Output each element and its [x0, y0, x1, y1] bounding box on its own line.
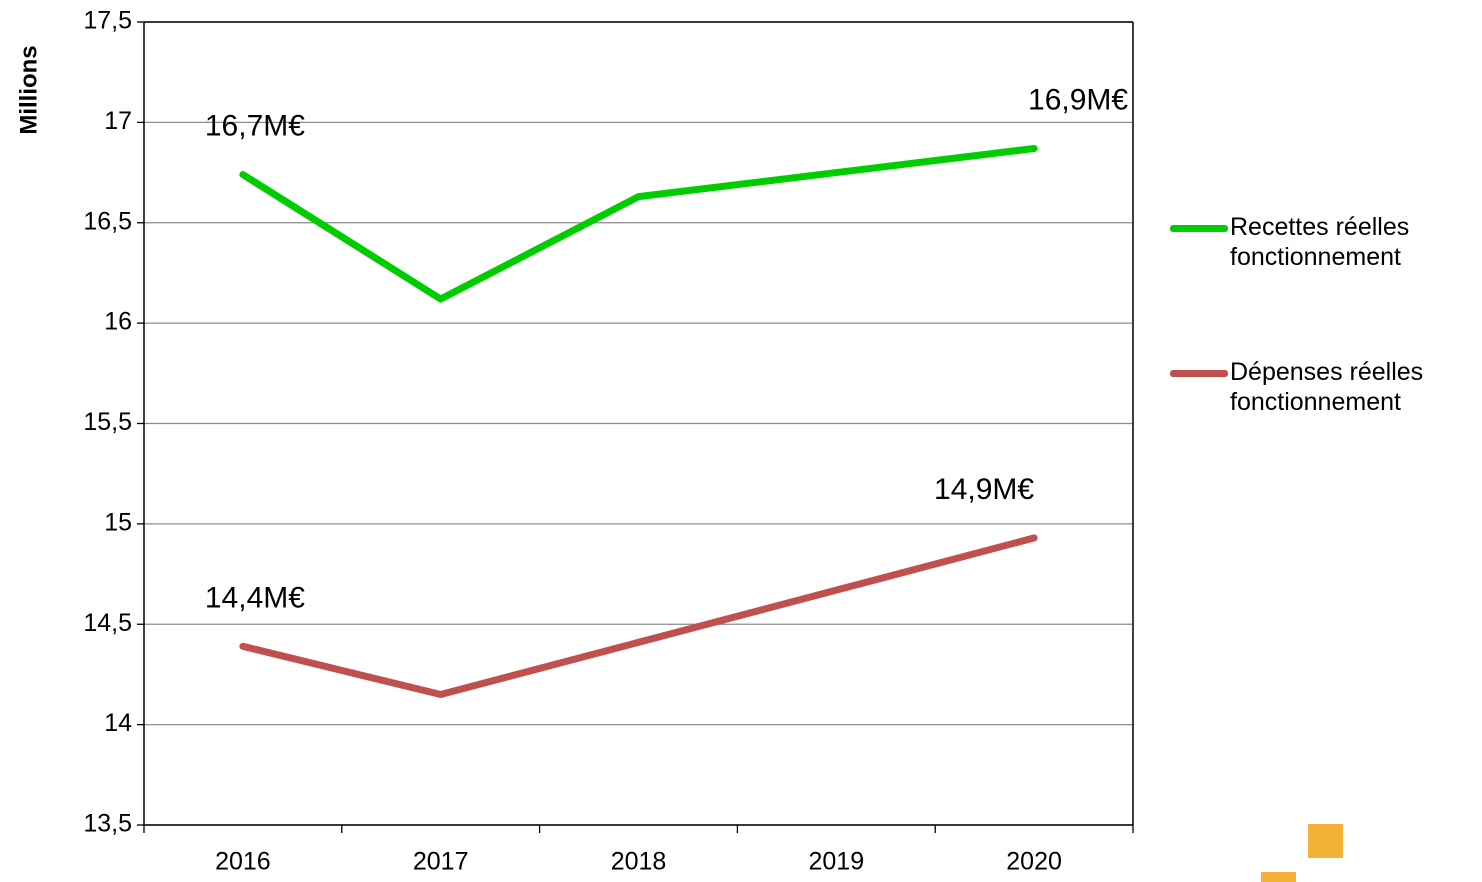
y-tick-label: 13,5: [83, 810, 132, 838]
legend-swatch: [1170, 370, 1228, 377]
y-tick-label: 15: [104, 508, 132, 536]
series-line: [239, 144, 1038, 303]
x-tick-label: 2018: [611, 848, 667, 876]
data-label: 16,7M€: [205, 109, 305, 142]
legend-item: Recettes réelles fonctionnement: [1170, 212, 1470, 272]
y-tick-label: 17,5: [83, 7, 132, 35]
x-tick-label: 2017: [413, 848, 469, 876]
data-label: 14,9M€: [934, 473, 1034, 506]
x-tick-label: 2019: [808, 848, 864, 876]
y-tick-label: 14,5: [83, 609, 132, 637]
legend-label: Recettes réelles fonctionnement: [1230, 213, 1410, 271]
decoration: [1308, 824, 1343, 858]
legend-label: Dépenses réelles fonctionnement: [1230, 358, 1424, 416]
data-label: 16,9M€: [1028, 83, 1128, 116]
series-line: [239, 534, 1038, 699]
y-tick-label: 16: [104, 308, 132, 336]
y-tick-label: 16,5: [83, 207, 132, 235]
legend-item: Dépenses réelles fonctionnement: [1170, 357, 1470, 417]
x-tick-label: 2016: [215, 848, 271, 876]
y-tick-label: 14: [104, 709, 132, 737]
y-tick-label: 17: [104, 107, 132, 135]
y-tick-label: 15,5: [83, 408, 132, 436]
legend-swatch: [1170, 225, 1228, 232]
x-tick-label: 2020: [1006, 848, 1062, 876]
decoration: [1261, 872, 1296, 882]
data-label: 14,4M€: [205, 581, 305, 614]
y-axis-label: Millions: [15, 45, 42, 134]
